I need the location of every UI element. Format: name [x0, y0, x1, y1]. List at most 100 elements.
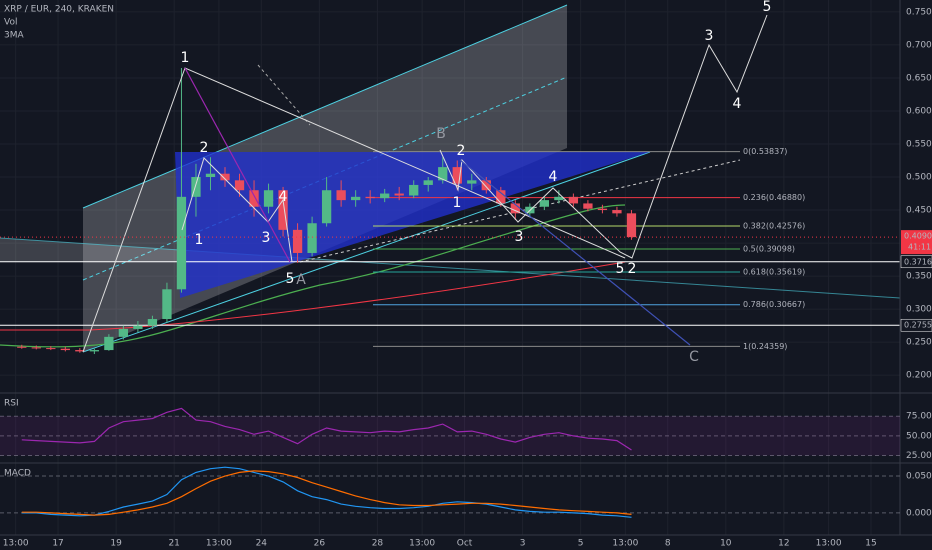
candle-body	[438, 167, 448, 181]
y-tick-label: 0.65000	[906, 73, 932, 83]
ma-line	[0, 261, 626, 331]
candle-body	[147, 319, 158, 326]
y-tick-label: 0.45000	[906, 206, 932, 216]
wave-label: 1	[181, 50, 190, 66]
wave-label: 4	[549, 169, 558, 185]
y-tick-label: 0.20000	[906, 371, 932, 381]
price-tag	[900, 318, 932, 332]
fib-label: 0.5(0.39098)	[743, 245, 795, 254]
candle-body	[249, 190, 259, 207]
wave-line	[439, 14, 768, 259]
y-tick-label: 25.0000	[906, 451, 932, 461]
candle-body	[380, 193, 390, 199]
wave-label: 5	[286, 271, 295, 287]
x-tick-label: 28	[372, 539, 384, 549]
candle-body	[162, 289, 172, 320]
candle-body	[292, 229, 303, 253]
candle-body	[409, 184, 419, 196]
x-tick-label: 13:00	[206, 539, 232, 549]
x-tick-label: 13:00	[816, 539, 842, 549]
candle-body	[554, 196, 564, 201]
macd-line	[21, 470, 632, 516]
pane-title: RSI	[4, 399, 19, 409]
candle-body	[539, 200, 549, 207]
candle-body	[89, 350, 99, 352]
wave-label: 3	[705, 28, 714, 44]
x-tick-label: 5	[578, 539, 584, 549]
wave-labels: 1 2 1 3 4 5 A B 2 1 3 4 5 2 C 3 4 5	[181, 0, 772, 365]
candle-body	[17, 346, 27, 348]
macd-line	[21, 466, 632, 518]
grid	[0, 0, 900, 535]
wave-label: C	[689, 349, 699, 365]
rsi-line	[21, 407, 632, 451]
wave-label: 5	[616, 261, 625, 277]
wave-label: A	[296, 272, 306, 288]
candle-body	[263, 190, 274, 207]
x-tick-label: 21	[168, 539, 179, 549]
wave-label: 4	[733, 96, 742, 112]
candle-body	[351, 196, 361, 201]
x-tick-label: 12	[778, 539, 789, 549]
fib-label: 1(0.24359)	[743, 342, 787, 351]
candle-body	[307, 223, 317, 253]
candle-body	[191, 177, 201, 197]
candle-body	[496, 190, 506, 204]
pane-title: MACD	[4, 469, 31, 479]
wave-label: 2	[200, 140, 209, 156]
candle-body	[510, 203, 520, 214]
candle-body	[568, 196, 579, 204]
x-tick-label: 24	[256, 539, 268, 549]
rsi-band	[0, 416, 900, 456]
candle-body	[423, 180, 433, 185]
fib-label: 0.618(0.35619)	[743, 268, 805, 277]
last-price-label: 0.40900	[904, 232, 932, 241]
candle-body	[75, 350, 85, 352]
candle-body	[612, 210, 622, 214]
x-tick-label: 15	[865, 539, 876, 549]
candle-body	[626, 213, 637, 238]
channel-bottom	[82, 151, 651, 353]
x-tick-label: 26	[314, 539, 326, 549]
candle-body	[394, 193, 404, 196]
candle-body	[205, 173, 216, 178]
candle-body	[467, 180, 477, 184]
candle-body	[220, 173, 230, 181]
wave-label: 5	[763, 0, 772, 15]
candle-body	[234, 180, 245, 191]
candle-body	[176, 196, 187, 290]
x-tick-label: 17	[52, 539, 63, 549]
wave-label: B	[436, 126, 446, 142]
candle-body	[597, 208, 608, 211]
countdown: 41:11	[908, 243, 931, 252]
blue-line	[459, 159, 691, 346]
x-tick-label: 3	[520, 539, 526, 549]
y-tick-label: 0.75000	[906, 7, 932, 17]
y-tick-label: 75.0000	[906, 412, 932, 422]
fib-label: 0(0.53837)	[743, 147, 787, 156]
fib-label: 0.786(0.30667)	[743, 300, 805, 309]
fib-label: 0.236(0.46880)	[743, 193, 805, 202]
candle-body	[104, 336, 114, 351]
x-tick-label: 10	[720, 539, 732, 549]
y-tick-label: 50.0000	[906, 431, 932, 441]
price-tag-label: 0.27559	[904, 321, 932, 330]
candle-body	[336, 190, 346, 201]
wave-label: 4	[279, 189, 288, 205]
x-tick-label: 13:00	[612, 539, 638, 549]
candle-body	[278, 190, 288, 230]
candle-body	[481, 180, 491, 191]
candle-body	[365, 196, 375, 199]
x-tick-label: 13:00	[3, 539, 29, 549]
wave-label: 2	[457, 143, 466, 159]
price-tag	[900, 255, 932, 269]
x-tick-label: 8	[665, 539, 671, 549]
wave-label: 1	[195, 232, 204, 248]
legend-item: Vol	[4, 18, 17, 28]
wave-label: 2	[628, 261, 637, 277]
channel-top	[82, 4, 568, 209]
candle-body	[31, 347, 41, 349]
